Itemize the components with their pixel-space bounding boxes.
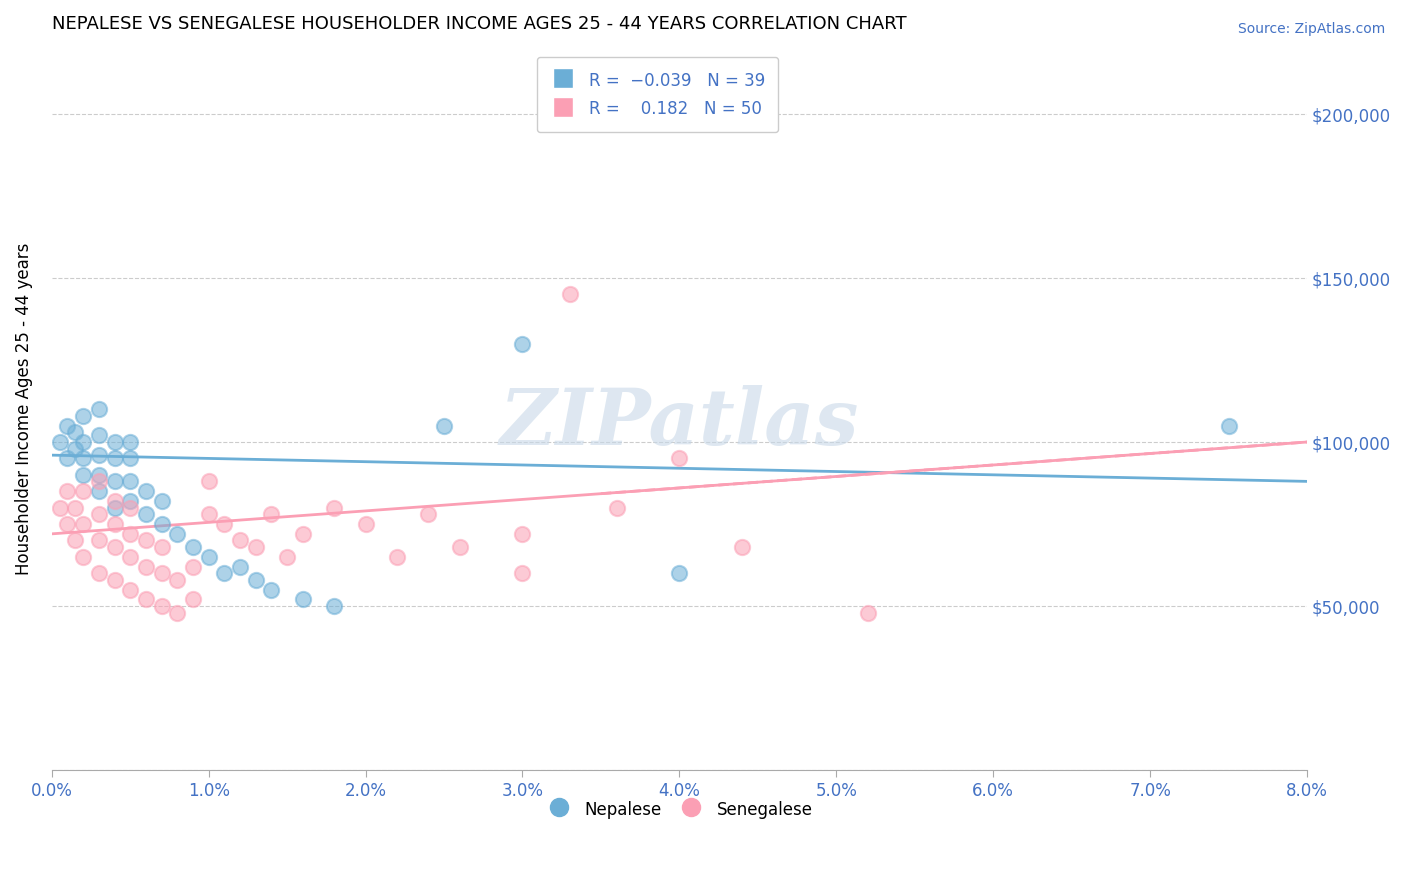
Point [72, 516, 94, 531]
Point [103, 516, 125, 531]
Point [181, 559, 204, 574]
Point [120, 526, 142, 541]
Point [150, 516, 173, 531]
Point [87, 475, 110, 489]
Point [48, 435, 70, 450]
Point [181, 540, 204, 554]
Point [72, 451, 94, 466]
Point [87, 533, 110, 548]
Point [166, 606, 188, 620]
Point [56, 484, 79, 499]
Point [197, 507, 219, 521]
Point [103, 451, 125, 466]
Point [668, 451, 690, 466]
Point [135, 533, 157, 548]
Point [1218, 418, 1240, 433]
Text: ZIPatlas: ZIPatlas [499, 385, 859, 462]
Point [103, 475, 125, 489]
Point [135, 592, 157, 607]
Text: NEPALESE VS SENEGALESE HOUSEHOLDER INCOME AGES 25 - 44 YEARS CORRELATION CHART: NEPALESE VS SENEGALESE HOUSEHOLDER INCOM… [52, 15, 907, 33]
Point [120, 494, 142, 508]
Point [291, 592, 314, 607]
Point [120, 451, 142, 466]
Point [120, 582, 142, 597]
Point [512, 526, 534, 541]
Point [166, 526, 188, 541]
Point [103, 435, 125, 450]
Point [606, 500, 628, 515]
Point [56, 451, 79, 466]
Point [856, 606, 879, 620]
Point [65, 425, 87, 440]
Point [229, 559, 252, 574]
Point [72, 549, 94, 564]
Point [56, 418, 79, 433]
Point [433, 418, 456, 433]
Point [276, 549, 298, 564]
Point [103, 573, 125, 587]
Point [72, 484, 94, 499]
Point [103, 494, 125, 508]
Point [260, 582, 283, 597]
Point [87, 566, 110, 581]
Point [150, 566, 173, 581]
Point [181, 592, 204, 607]
Point [120, 500, 142, 515]
Point [72, 409, 94, 423]
Point [72, 467, 94, 482]
Point [72, 435, 94, 450]
Point [150, 494, 173, 508]
Point [166, 573, 188, 587]
Point [245, 540, 267, 554]
Point [87, 507, 110, 521]
Point [668, 566, 690, 581]
Point [103, 540, 125, 554]
Point [87, 484, 110, 499]
Point [385, 549, 408, 564]
Point [120, 549, 142, 564]
Point [214, 566, 236, 581]
Y-axis label: Householder Income Ages 25 - 44 years: Householder Income Ages 25 - 44 years [15, 243, 32, 575]
Point [87, 467, 110, 482]
Point [87, 402, 110, 417]
Point [291, 526, 314, 541]
Point [558, 287, 581, 301]
Point [150, 540, 173, 554]
Point [56, 516, 79, 531]
Point [449, 540, 471, 554]
Point [150, 599, 173, 613]
Point [512, 566, 534, 581]
Point [418, 507, 440, 521]
Point [512, 336, 534, 351]
Point [65, 500, 87, 515]
Point [214, 516, 236, 531]
Point [120, 435, 142, 450]
Point [323, 599, 346, 613]
Point [197, 475, 219, 489]
Point [229, 533, 252, 548]
Point [87, 448, 110, 462]
Point [135, 507, 157, 521]
Point [245, 573, 267, 587]
Point [87, 428, 110, 442]
Text: Source: ZipAtlas.com: Source: ZipAtlas.com [1237, 22, 1385, 37]
Point [65, 533, 87, 548]
Point [48, 500, 70, 515]
Point [354, 516, 377, 531]
Point [731, 540, 754, 554]
Point [135, 559, 157, 574]
Point [323, 500, 346, 515]
Point [120, 475, 142, 489]
Point [65, 442, 87, 456]
Point [197, 549, 219, 564]
Point [103, 500, 125, 515]
Point [260, 507, 283, 521]
Legend: Nepalese, Senegalese: Nepalese, Senegalese [540, 793, 820, 827]
Point [135, 484, 157, 499]
